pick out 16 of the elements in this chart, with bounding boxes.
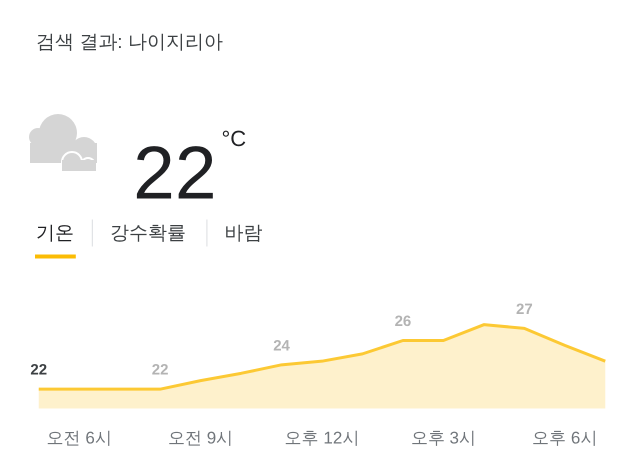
x-tick-label: 오후 12시 — [284, 428, 360, 448]
x-tick-label: 오후 3시 — [410, 428, 476, 448]
text: 기온 — [36, 223, 74, 244]
x-tick-label: 오후 6시 — [532, 428, 598, 448]
data-label: 22 — [30, 362, 48, 379]
data-label: 22 — [152, 362, 168, 379]
text: 강수확률 — [110, 223, 186, 244]
data-label: 24 — [273, 337, 291, 354]
text: °C — [221, 126, 246, 151]
text: 22 — [133, 130, 217, 214]
text: 바람 — [224, 223, 262, 244]
x-tick-label: 오전 9시 — [168, 428, 234, 448]
data-label: 27 — [516, 300, 533, 318]
chart-title: 검색 결과: 나이지리아 — [36, 32, 223, 53]
x-tick-label: 오전 6시 — [46, 428, 112, 448]
data-label: 26 — [394, 312, 412, 330]
